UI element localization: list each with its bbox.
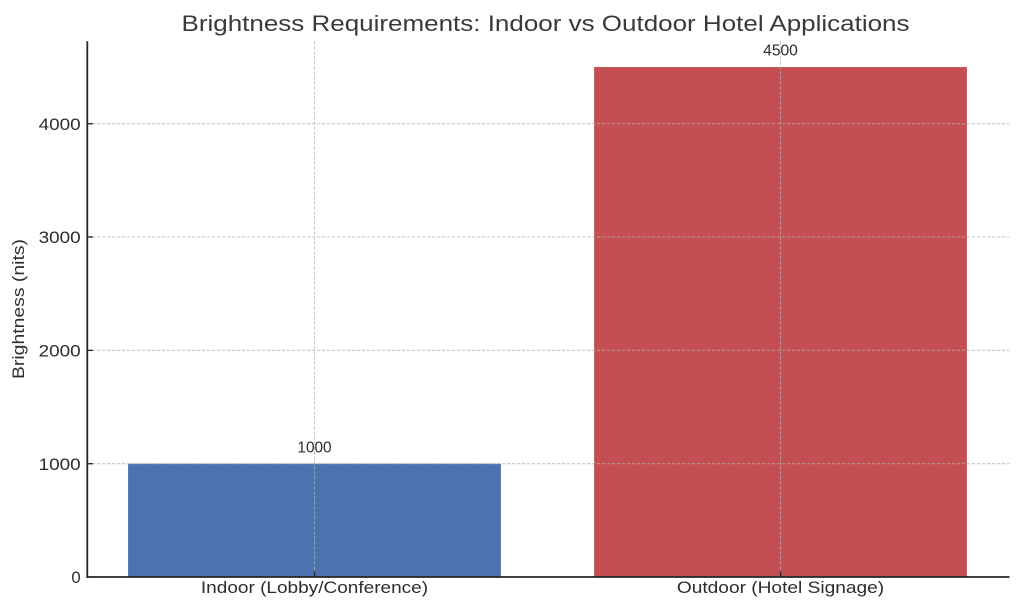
svg-text:3000: 3000 xyxy=(39,228,81,247)
svg-text:4500: 4500 xyxy=(763,42,798,59)
svg-text:0: 0 xyxy=(71,568,80,587)
svg-text:Outdoor (Hotel Signage): Outdoor (Hotel Signage) xyxy=(677,578,884,597)
svg-text:Indoor (Lobby/Conference): Indoor (Lobby/Conference) xyxy=(201,578,428,597)
svg-text:4000: 4000 xyxy=(39,115,81,134)
svg-text:1000: 1000 xyxy=(297,439,331,456)
svg-text:2000: 2000 xyxy=(39,341,81,360)
svg-text:Brightness (nits): Brightness (nits) xyxy=(9,239,28,379)
svg-text:Brightness Requirements: Indoo: Brightness Requirements: Indoor vs Outdo… xyxy=(182,11,910,36)
svg-text:1000: 1000 xyxy=(39,455,81,474)
